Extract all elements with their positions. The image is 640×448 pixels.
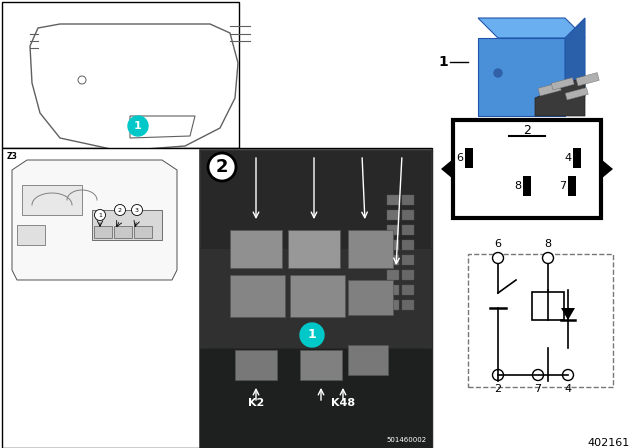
Bar (387, 210, 399, 220)
Circle shape (532, 370, 543, 380)
Circle shape (494, 69, 502, 77)
Polygon shape (12, 160, 177, 280)
Text: K16: K16 (351, 135, 373, 145)
Bar (465, 148, 473, 168)
Bar (230, 230, 282, 268)
Text: 1: 1 (308, 328, 316, 341)
Circle shape (493, 370, 504, 380)
Bar (387, 240, 399, 250)
Bar (402, 195, 414, 205)
Bar (402, 240, 414, 250)
Bar (576, 73, 599, 86)
Bar (22, 185, 82, 215)
Bar (94, 226, 112, 238)
Bar (200, 249, 432, 348)
Bar (387, 225, 399, 235)
Bar (200, 150, 432, 448)
Bar (538, 82, 561, 96)
Bar (402, 285, 414, 295)
Bar (551, 78, 574, 90)
Text: K48: K48 (331, 398, 355, 408)
Bar (532, 292, 564, 320)
Bar (17, 225, 45, 245)
Text: 8: 8 (515, 181, 522, 191)
Circle shape (543, 253, 554, 263)
Polygon shape (601, 159, 613, 179)
Bar (290, 275, 345, 317)
Text: 2: 2 (216, 158, 228, 176)
Bar (387, 270, 399, 280)
Circle shape (128, 116, 148, 136)
Bar (348, 345, 388, 375)
Polygon shape (565, 18, 585, 116)
Text: 402161: 402161 (588, 438, 630, 448)
Circle shape (131, 204, 143, 215)
Bar (468, 254, 613, 387)
Bar (565, 87, 588, 100)
Bar (387, 300, 399, 310)
Circle shape (493, 253, 504, 263)
Polygon shape (478, 18, 585, 38)
Bar (200, 349, 432, 448)
Text: 2: 2 (118, 207, 122, 212)
Text: K2: K2 (248, 398, 264, 408)
Polygon shape (561, 308, 575, 320)
Bar (568, 176, 576, 196)
Circle shape (78, 76, 86, 84)
Text: K46: K46 (303, 135, 325, 145)
Text: 3: 3 (135, 207, 139, 212)
Circle shape (115, 204, 125, 215)
Text: Z3: Z3 (7, 152, 18, 161)
Text: 1: 1 (134, 121, 142, 131)
Bar (288, 230, 340, 268)
Bar (92, 210, 162, 240)
Bar (387, 195, 399, 205)
Bar (235, 350, 277, 380)
Text: K47: K47 (244, 135, 268, 145)
Polygon shape (478, 38, 565, 116)
Bar (348, 280, 393, 315)
Bar (402, 270, 414, 280)
Text: 1: 1 (98, 212, 102, 217)
Circle shape (208, 153, 236, 181)
Text: 6: 6 (495, 239, 502, 249)
Text: K4: K4 (394, 135, 410, 145)
Bar (453, 120, 601, 218)
Bar (230, 275, 285, 317)
Text: 4: 4 (564, 384, 572, 394)
Bar (134, 226, 152, 238)
Bar (387, 255, 399, 265)
Polygon shape (30, 24, 238, 151)
Text: 6: 6 (456, 153, 463, 163)
Circle shape (563, 370, 573, 380)
Text: 4: 4 (564, 153, 572, 163)
Circle shape (300, 323, 324, 347)
Bar (402, 225, 414, 235)
Text: 501460002: 501460002 (387, 437, 427, 443)
Bar (2, 2, 239, 148)
Bar (402, 300, 414, 310)
Polygon shape (535, 76, 585, 116)
Polygon shape (130, 116, 195, 138)
Bar (402, 210, 414, 220)
Bar (387, 285, 399, 295)
Polygon shape (441, 159, 453, 179)
Text: 7: 7 (534, 384, 541, 394)
Bar (402, 255, 414, 265)
Text: 2: 2 (495, 384, 502, 394)
Text: 1: 1 (438, 55, 448, 69)
Bar (114, 226, 132, 238)
Bar (523, 176, 531, 196)
Text: 8: 8 (545, 239, 552, 249)
Circle shape (95, 210, 106, 220)
Bar (573, 148, 581, 168)
Text: 2: 2 (523, 124, 531, 137)
Bar (300, 350, 342, 380)
Bar (348, 230, 393, 268)
Bar (2, 148, 432, 448)
Text: 7: 7 (559, 181, 566, 191)
